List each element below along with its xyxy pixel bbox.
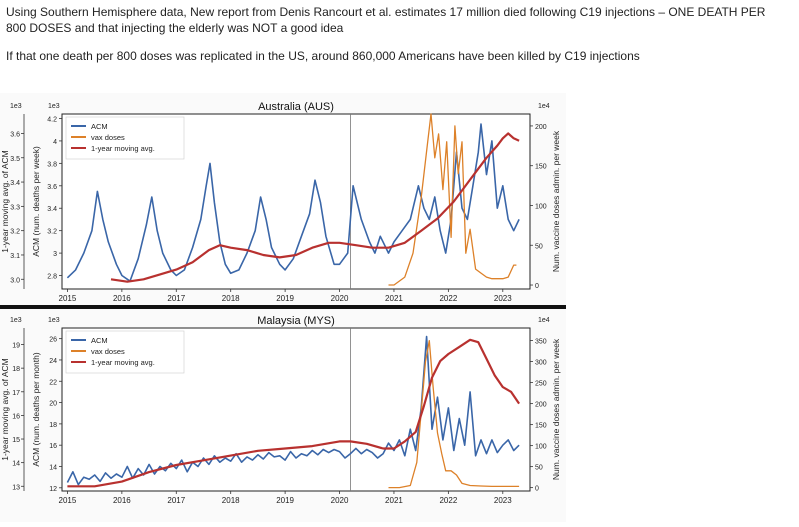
- p2-right-tick-label: 300: [535, 360, 547, 367]
- p1-legend-label-acm: ACM: [91, 122, 108, 131]
- p2-outer-tick-label: 14: [12, 461, 20, 468]
- p2-x-tick-label: 2021: [385, 496, 403, 505]
- p2-x-tick-label: 2017: [167, 496, 185, 505]
- p2-outer-tick-label: 16: [12, 413, 20, 420]
- p2-outer-tick-label: 15: [12, 437, 20, 444]
- p2-inner-ylabel: ACM (num. deaths per month): [31, 352, 41, 466]
- p1-outer-tick-label: 3.5: [10, 156, 20, 163]
- chart-figure-svg: Australia (AUS)2015 2016 2017 2018 2019 2020 2…: [0, 101, 566, 505]
- p2-x-tick-label: 2022: [439, 496, 457, 505]
- p1-inner-tick-label: 4: [53, 139, 57, 146]
- p1-x-tick-label: 2019: [276, 294, 294, 303]
- p2-outer-scale: 1e3: [10, 317, 22, 324]
- p2-outer-tick-label: 13: [12, 484, 20, 491]
- p2-legend-label-vax: vax doses: [91, 347, 125, 356]
- p2-inner-tick-label: 12: [49, 486, 57, 493]
- p1-inner-ylabel: ACM (num. deaths per week): [31, 146, 41, 257]
- p2-x-tick-label: 2023: [494, 496, 512, 505]
- p2-series-vax-line: [388, 339, 520, 489]
- p1-x-tick-label: 2020: [331, 294, 349, 303]
- p1-outer-tick-label: 3.0: [10, 277, 20, 284]
- p1-right-tick-label: 100: [535, 203, 547, 210]
- subline: If that one death per 800 doses was repl…: [6, 49, 640, 63]
- p1-x-tick-label: 2023: [494, 294, 512, 303]
- p1-outer-scale: 1e3: [10, 103, 22, 110]
- p1-right-tick-label: 0: [535, 283, 539, 290]
- p1-outer-tick-label: 3.3: [10, 204, 20, 211]
- p1-right-scale: 1e4: [538, 103, 550, 110]
- p2-inner-tick-label: 24: [49, 358, 57, 365]
- p2-inner-tick-label: 20: [49, 401, 57, 408]
- p2-right-tick-label: 350: [535, 339, 547, 346]
- p2-legend: ACM vax doses 1-year moving avg.: [65, 330, 185, 374]
- p1-legend-label-avg: 1-year moving avg.: [91, 144, 155, 153]
- p1-inner-tick-label: 3.8: [47, 161, 57, 168]
- p2-inner-tick-label: 16: [49, 443, 57, 450]
- p2-title: Malaysia (MYS): [257, 315, 335, 327]
- p2-inner-tick-label: 18: [49, 422, 57, 429]
- p1-outer-tick-label: 3.4: [10, 180, 20, 187]
- p1-x-tick-label: 2018: [222, 294, 240, 303]
- p2-inner-scale: 1e3: [48, 317, 60, 324]
- p2-right-tick-label: 100: [535, 444, 547, 451]
- p1-x-tick-label: 2021: [385, 294, 403, 303]
- p2-right-tick-label: 150: [535, 423, 547, 430]
- p1-inner-tick-label: 3: [53, 251, 57, 258]
- p1-inner-tick-label: 3.2: [47, 229, 57, 236]
- p2-x-tick-label: 2020: [331, 496, 349, 505]
- p2-inner-tick-label: 26: [49, 337, 57, 344]
- headline: Using Southern Hemisphere data, New repo…: [6, 5, 766, 35]
- p2-outer-ylabel: 1-year moving avg. of ACM: [0, 358, 10, 461]
- p1-series-vax-line: [388, 113, 517, 286]
- p1-x-tick-label: 2016: [113, 294, 131, 303]
- p2-right-tick-label: 250: [535, 381, 547, 388]
- p1-legend-label-vax: vax doses: [91, 133, 125, 142]
- p2-inner-tick-label: 14: [49, 464, 57, 471]
- p1-outer-tick-label: 3.1: [10, 253, 20, 260]
- p2-x-tick-label: 2016: [113, 496, 131, 505]
- p1-series-avg-line: [110, 132, 520, 283]
- p1-right-tick-label: 50: [535, 243, 543, 250]
- p1-inner-tick-label: 3.6: [47, 184, 57, 191]
- p1-x-tick-label: 2022: [439, 294, 457, 303]
- p1-outer-ylabel: 1-year moving avg. of ACM: [0, 150, 10, 253]
- panel-divider: [0, 305, 566, 309]
- p1-right-tick-label: 200: [535, 124, 547, 131]
- p2-outer-tick-label: 17: [12, 390, 20, 397]
- p1-inner-tick-label: 3.4: [47, 206, 57, 213]
- p1-x-tick-label: 2015: [59, 294, 77, 303]
- p1-inner-tick-label: 4.2: [47, 116, 57, 123]
- p1-inner-scale: 1e3: [48, 103, 60, 110]
- p2-x-tick-label: 2015: [59, 496, 77, 505]
- p2-outer-tick-label: 18: [12, 366, 20, 373]
- p1-right-tick-label: 150: [535, 164, 547, 171]
- p2-legend-label-acm: ACM: [91, 336, 108, 345]
- p1-x-tick-label: 2017: [167, 294, 185, 303]
- p1-inner-tick-label: 2.8: [47, 274, 57, 281]
- p2-right-ylabel: Num. vaccine doses admin. per week: [551, 338, 561, 480]
- p1-outer-tick-label: 3.6: [10, 131, 20, 138]
- p2-series-avg-line: [67, 338, 521, 488]
- p1-title: Australia (AUS): [258, 101, 334, 113]
- p1-legend: ACM vax doses 1-year moving avg.: [65, 116, 185, 160]
- p2-right-tick-label: 0: [535, 486, 539, 493]
- p1-outer-tick-label: 3.2: [10, 229, 20, 236]
- p2-right-tick-label: 50: [535, 465, 543, 472]
- p2-x-tick-label: 2019: [276, 496, 294, 505]
- p2-x-tick-label: 2018: [222, 496, 240, 505]
- p2-legend-label-avg: 1-year moving avg.: [91, 358, 155, 367]
- p2-outer-tick-label: 19: [12, 343, 20, 350]
- p1-right-ylabel: Num. vaccine doses admin. per week: [551, 130, 561, 272]
- p2-right-scale: 1e4: [538, 317, 550, 324]
- chart-figure: Australia (AUS) 2015 2016 2017 2018 2019 2020 2…: [0, 93, 566, 522]
- p2-right-tick-label: 200: [535, 402, 547, 409]
- p2-inner-tick-label: 22: [49, 379, 57, 386]
